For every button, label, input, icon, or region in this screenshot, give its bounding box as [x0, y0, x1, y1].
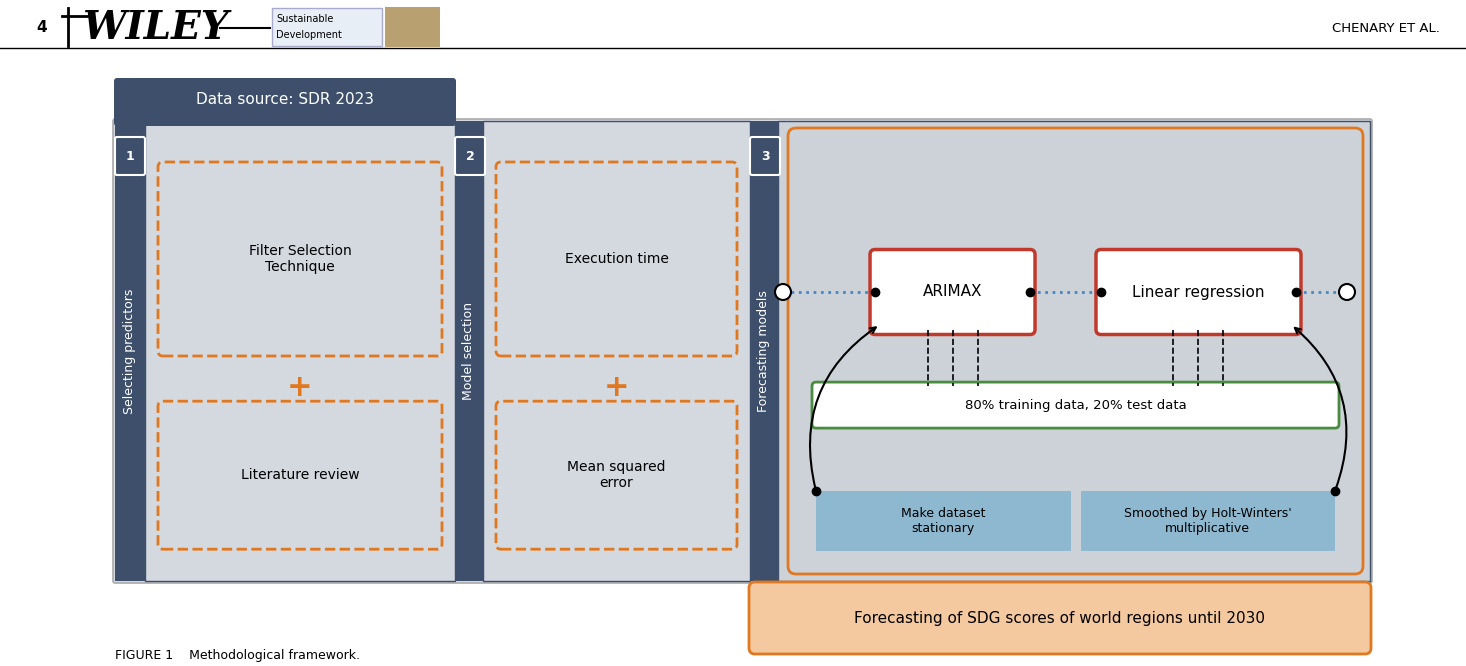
Text: 1: 1	[126, 149, 135, 163]
FancyBboxPatch shape	[751, 137, 780, 175]
Text: 4: 4	[37, 21, 47, 35]
FancyBboxPatch shape	[386, 7, 440, 47]
FancyBboxPatch shape	[869, 250, 1035, 334]
FancyBboxPatch shape	[812, 382, 1338, 428]
FancyBboxPatch shape	[273, 8, 383, 46]
FancyBboxPatch shape	[114, 137, 145, 175]
FancyBboxPatch shape	[454, 137, 485, 175]
Text: Development: Development	[276, 31, 342, 41]
Text: Make dataset
stationary: Make dataset stationary	[902, 507, 985, 535]
Text: ARIMAX: ARIMAX	[922, 284, 982, 300]
Text: WILEY: WILEY	[82, 9, 229, 47]
Text: Model selection: Model selection	[462, 302, 475, 400]
Text: Sustainable: Sustainable	[276, 15, 333, 25]
Text: Execution time: Execution time	[564, 252, 668, 266]
Bar	[482, 121, 751, 581]
Bar	[114, 121, 145, 581]
Text: 80% training data, 20% test data: 80% training data, 20% test data	[965, 398, 1186, 412]
FancyBboxPatch shape	[496, 162, 737, 356]
Text: 3: 3	[761, 149, 770, 163]
Text: Data source: SDR 2023: Data source: SDR 2023	[196, 93, 374, 107]
Bar	[454, 121, 482, 581]
Text: +: +	[604, 374, 629, 402]
FancyBboxPatch shape	[158, 162, 443, 356]
Text: Filter Selection
Technique: Filter Selection Technique	[249, 244, 352, 274]
Text: Linear regression: Linear regression	[1132, 284, 1265, 300]
Text: Mean squared
error: Mean squared error	[567, 460, 666, 490]
FancyBboxPatch shape	[114, 78, 456, 126]
Text: +: +	[287, 374, 312, 402]
Text: Literature review: Literature review	[240, 468, 359, 482]
Text: Smoothed by Holt-Winters'
multiplicative: Smoothed by Holt-Winters' multiplicative	[1124, 507, 1292, 535]
Text: 2: 2	[466, 149, 475, 163]
FancyBboxPatch shape	[1080, 491, 1336, 551]
Bar	[751, 121, 778, 581]
Text: CHENARY ET AL.: CHENARY ET AL.	[1333, 21, 1440, 35]
Text: Forecasting models: Forecasting models	[758, 290, 771, 412]
FancyBboxPatch shape	[789, 128, 1363, 574]
Circle shape	[1338, 284, 1355, 300]
FancyBboxPatch shape	[1097, 250, 1300, 334]
Bar	[145, 121, 454, 581]
FancyBboxPatch shape	[158, 401, 443, 549]
Text: FIGURE 1    Methodological framework.: FIGURE 1 Methodological framework.	[114, 649, 361, 663]
Text: Forecasting of SDG scores of world regions until 2030: Forecasting of SDG scores of world regio…	[855, 611, 1265, 625]
FancyBboxPatch shape	[113, 119, 1372, 583]
Bar	[778, 121, 1371, 581]
Circle shape	[776, 284, 792, 300]
Text: Selecting predictors: Selecting predictors	[123, 288, 136, 414]
FancyBboxPatch shape	[496, 401, 737, 549]
FancyBboxPatch shape	[749, 582, 1371, 654]
FancyBboxPatch shape	[817, 491, 1070, 551]
